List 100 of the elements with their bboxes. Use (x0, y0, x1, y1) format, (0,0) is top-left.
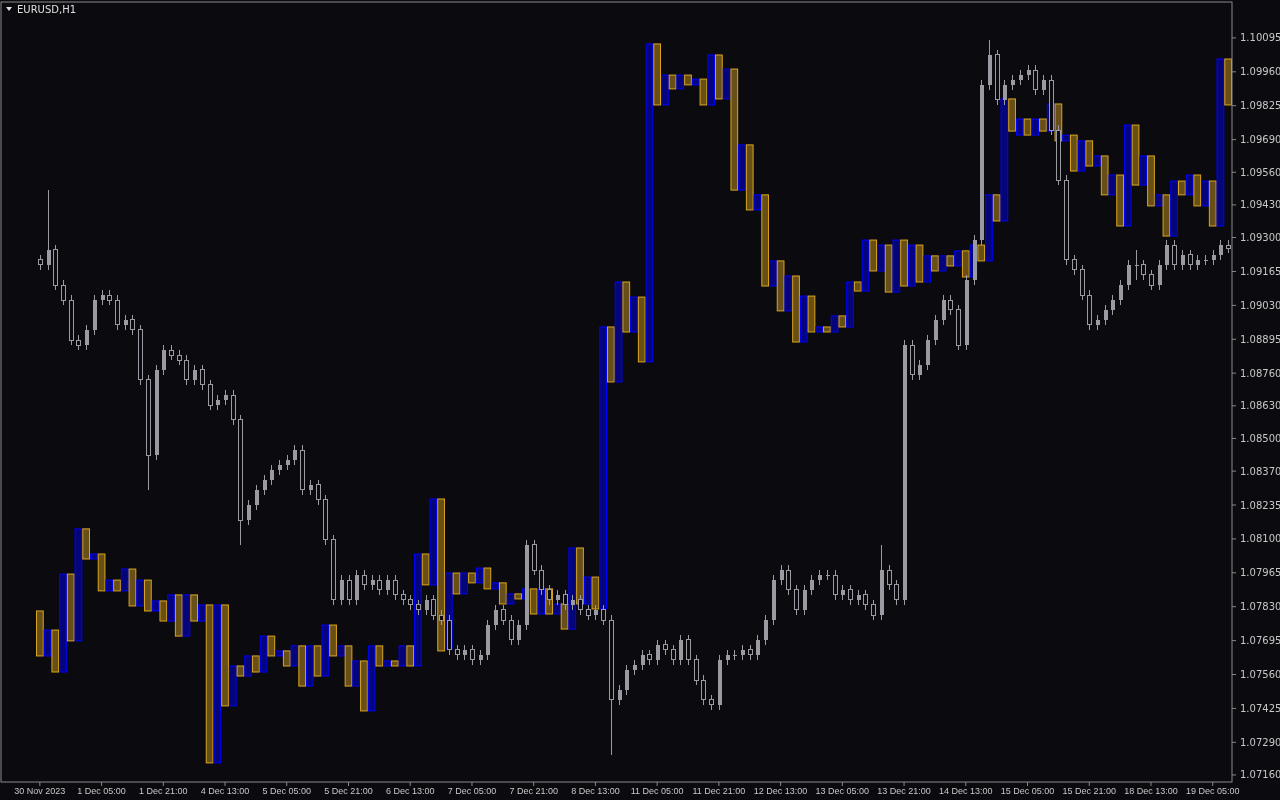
candlestick (1095, 314, 1100, 331)
bar (614, 281, 623, 383)
candlestick (200, 364, 205, 391)
candlestick (640, 649, 645, 671)
candlestick (231, 389, 236, 426)
candlestick (794, 584, 799, 616)
bar (668, 74, 677, 90)
bar (36, 610, 44, 657)
bar (66, 573, 75, 642)
bar (182, 594, 191, 637)
bar (1201, 180, 1209, 207)
bar (761, 194, 770, 287)
bar (1208, 180, 1217, 227)
bar (506, 593, 515, 605)
candlestick (863, 589, 868, 611)
candlestick (694, 654, 699, 686)
candlestick (292, 444, 297, 466)
candlestick (701, 674, 706, 706)
candlestick (1164, 239, 1169, 271)
bar (1062, 134, 1070, 142)
candlestick (138, 324, 143, 386)
chart-title: EURUSD,H1 (17, 4, 77, 15)
candlestick (354, 569, 359, 606)
bar (645, 43, 654, 363)
bar (838, 315, 847, 328)
candlestick (424, 594, 429, 616)
candlestick (485, 619, 490, 661)
bar (792, 275, 800, 343)
x-tick-label: 8 Dec 13:00 (571, 786, 620, 796)
bar (846, 281, 854, 328)
bar (128, 568, 137, 607)
bar (90, 553, 98, 560)
bar (151, 600, 160, 612)
bar (1069, 134, 1078, 172)
candlestick (941, 294, 946, 326)
candlestick (586, 604, 591, 621)
bar (120, 568, 129, 592)
candlestick (347, 574, 352, 606)
bar (406, 645, 415, 667)
bar (1162, 194, 1171, 237)
bar (167, 594, 175, 622)
candlestick (1126, 259, 1131, 291)
bar (267, 635, 276, 657)
y-tick-label: 1.10095 (1240, 32, 1280, 44)
bar (468, 572, 476, 584)
bar (1093, 155, 1101, 167)
bar (313, 645, 322, 677)
bar (1185, 174, 1194, 196)
bar (298, 645, 307, 687)
y-tick-label: 1.08100 (1240, 533, 1280, 545)
bar (900, 239, 908, 287)
x-tick-label: 13 Dec 21:00 (877, 786, 931, 796)
y-tick-label: 1.09690 (1240, 134, 1280, 146)
bar (707, 54, 716, 106)
candlestick (478, 649, 483, 666)
candlestick (339, 574, 344, 606)
candlestick (833, 569, 838, 601)
bar (715, 54, 723, 100)
bar (352, 660, 361, 687)
candlestick (995, 49, 1000, 106)
bar (344, 645, 353, 687)
bar (784, 275, 793, 312)
candlestick (925, 334, 930, 371)
candlestick (154, 364, 159, 461)
bar (1224, 58, 1232, 106)
candlestick (501, 604, 506, 626)
bar (799, 295, 808, 343)
bar (938, 255, 947, 272)
bar (198, 604, 206, 622)
bar (306, 645, 314, 687)
x-tick-label: 4 Dec 13:00 (200, 786, 250, 796)
bar (1147, 155, 1155, 207)
candlestick (1180, 249, 1185, 271)
candlestick (169, 344, 174, 361)
bar (861, 239, 870, 292)
bar (1077, 140, 1086, 172)
x-tick-label: 1 Dec 05:00 (77, 786, 126, 796)
bar (1015, 118, 1024, 136)
candlestick (1026, 64, 1031, 81)
bar (97, 553, 106, 592)
bar (375, 645, 384, 667)
candlestick (408, 594, 413, 611)
bar (630, 296, 638, 333)
candlestick (123, 314, 128, 331)
x-tick-label: 30 Nov 2023 (14, 786, 66, 796)
candlestick (238, 414, 243, 546)
candlestick (509, 614, 514, 646)
candlestick (46, 189, 51, 271)
bar (807, 295, 816, 333)
candlestick (416, 599, 421, 616)
bar (954, 250, 962, 267)
bar (437, 498, 445, 652)
candlestick (1172, 239, 1177, 271)
candlestick (53, 244, 58, 291)
candlestick (1080, 264, 1085, 301)
x-tick-label: 11 Dec 21:00 (692, 786, 746, 796)
candlestick (740, 644, 745, 661)
bar (676, 74, 685, 90)
candlestick (1141, 259, 1146, 281)
bar (1170, 180, 1178, 237)
